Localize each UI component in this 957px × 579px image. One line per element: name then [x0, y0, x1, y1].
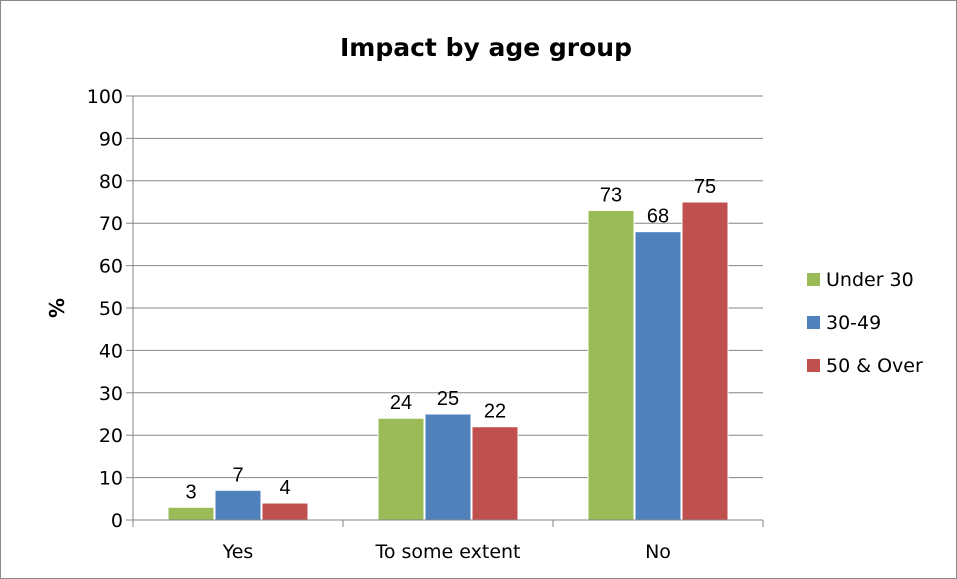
legend: Under 30 30-49 50 & Over: [807, 269, 923, 377]
bar: [681, 201, 729, 521]
bar: [214, 489, 262, 521]
data-label: 73: [600, 184, 622, 206]
data-label: 4: [279, 477, 290, 499]
bar: [167, 506, 215, 521]
y-tick-label: 90: [99, 128, 123, 150]
axes: 0 10 20 30 40 50 60 70 80 90 100 Yes To some extent N…: [87, 86, 764, 563]
bar: [634, 231, 682, 521]
bar: [424, 413, 472, 521]
legend-swatch: [807, 273, 820, 286]
y-tick-label: 100: [87, 86, 123, 108]
bars: 3 7 4 24 25 22 73 68 75: [167, 176, 729, 521]
data-label: 25: [437, 388, 459, 410]
y-tick-label: 20: [99, 425, 123, 447]
y-tick-label: 10: [99, 468, 123, 490]
y-tick-label: 60: [99, 256, 123, 278]
data-label: 3: [185, 481, 196, 503]
y-tick-label: 30: [99, 383, 123, 405]
x-category-label: Yes: [222, 541, 254, 563]
y-tick-label: 40: [99, 340, 123, 362]
data-label: 75: [694, 176, 716, 198]
data-label: 68: [647, 206, 669, 228]
data-label: 22: [484, 401, 506, 423]
legend-label: Under 30: [826, 269, 914, 291]
bar: [377, 417, 425, 521]
legend-label: 50 & Over: [826, 355, 923, 377]
x-category-label: No: [645, 541, 671, 563]
y-tick-label: 80: [99, 171, 123, 193]
y-tick-label: 50: [99, 298, 123, 320]
y-tick-label: 0: [111, 510, 123, 532]
y-tick-label: 70: [99, 213, 123, 235]
data-label: 7: [232, 464, 243, 486]
data-label: 24: [390, 392, 412, 414]
bar: [471, 426, 519, 521]
legend-swatch: [807, 359, 820, 372]
x-category-label: To some extent: [374, 541, 520, 563]
y-axis-label: %: [45, 298, 69, 318]
chart-title: Impact by age group: [340, 33, 632, 62]
legend-label: 30-49: [826, 312, 881, 334]
bar: [587, 209, 635, 521]
bar: [261, 502, 309, 521]
legend-swatch: [807, 316, 820, 329]
